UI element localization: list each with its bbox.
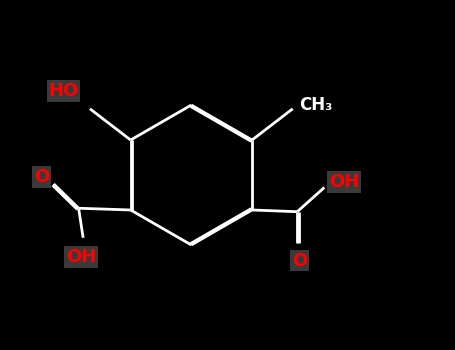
Text: OH: OH xyxy=(329,173,359,191)
Text: O: O xyxy=(34,168,49,186)
Text: HO: HO xyxy=(48,82,79,100)
Text: CH₃: CH₃ xyxy=(299,96,333,114)
Text: OH: OH xyxy=(66,248,96,266)
Text: O: O xyxy=(292,252,307,270)
